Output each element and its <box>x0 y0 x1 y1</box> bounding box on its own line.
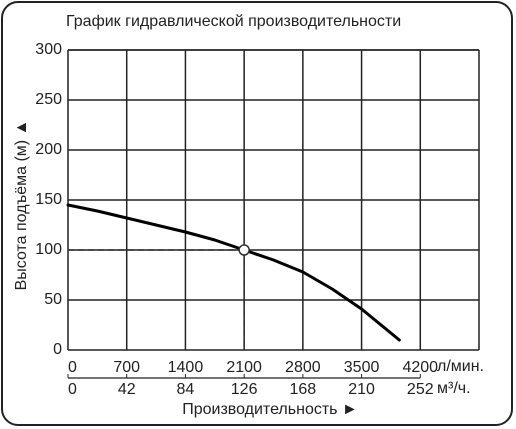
y-tick-label: 100 <box>35 241 62 258</box>
y-tick-label: 0 <box>53 341 62 358</box>
x2-tick-label: 0 <box>68 381 77 398</box>
x-tick-label: 3500 <box>344 359 380 376</box>
x-tick-label: 2800 <box>285 359 321 376</box>
x2-tick-label: 84 <box>177 381 195 398</box>
x-tick-label: 4200 <box>402 359 438 376</box>
x-axis-title: Производительность ► <box>182 401 358 418</box>
x2-tick-label: 126 <box>231 381 258 398</box>
x2-tick-label: 168 <box>290 381 317 398</box>
x2-tick-label: 42 <box>118 381 136 398</box>
y-axis-title: Высота подъёма (м) ▲ <box>13 120 30 291</box>
y-tick-label: 150 <box>35 191 62 208</box>
operating-point <box>238 244 250 256</box>
x-tick-label: 0 <box>68 359 77 376</box>
x-unit: л/мин. <box>437 358 484 375</box>
x2-unit: м³/ч. <box>437 380 471 397</box>
x2-tick-label: 210 <box>348 381 375 398</box>
x-tick-label: 2100 <box>226 359 262 376</box>
y-tick-label: 50 <box>44 291 62 308</box>
x-tick-label: 700 <box>113 359 140 376</box>
curve <box>66 203 401 342</box>
y-tick-label: 300 <box>35 41 62 58</box>
y-tick-label: 250 <box>35 91 62 108</box>
chart-title: График гидравлической производительности <box>66 13 401 30</box>
x-tick-label: 1400 <box>168 359 204 376</box>
x2-tick-label: 252 <box>407 381 434 398</box>
y-tick-label: 200 <box>35 141 62 158</box>
